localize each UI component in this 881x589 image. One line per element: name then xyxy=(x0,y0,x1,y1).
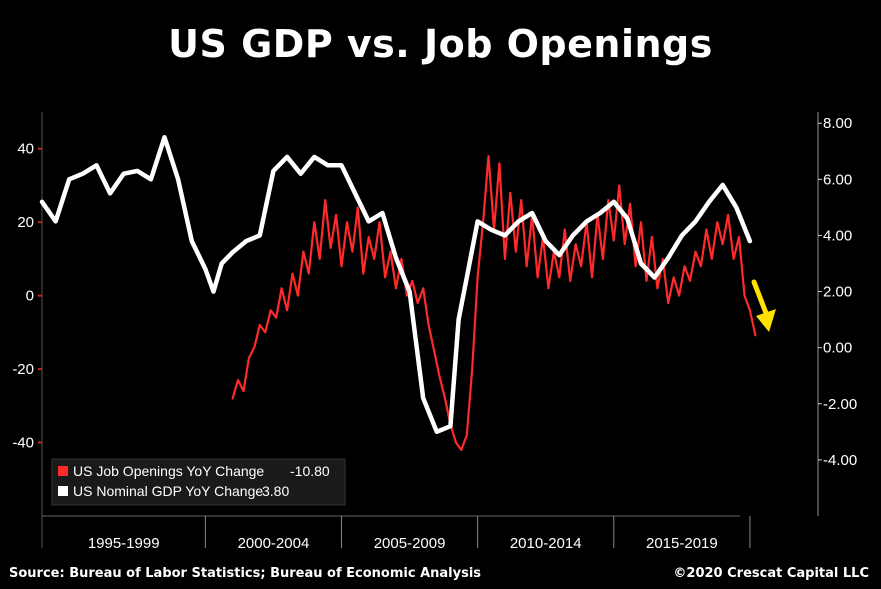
legend-label-job-openings: US Job Openings YoY Change xyxy=(73,463,264,479)
period-label: 2010-2014 xyxy=(510,535,582,552)
gdp-line xyxy=(39,135,753,435)
left-tick-label: 0 xyxy=(26,288,34,305)
period-axis: 1995-1999 2000-2004 2005-2009 2010-2014 2015… xyxy=(88,516,751,552)
period-label: 1995-1999 xyxy=(88,535,160,552)
period-label: 2000-2004 xyxy=(238,535,310,552)
left-axis: 40 20 0 -20 -40 xyxy=(12,141,42,452)
legend-value-gdp: 3.80 xyxy=(262,483,289,499)
legend-box xyxy=(51,458,346,506)
series-layer xyxy=(39,135,757,451)
legend-swatch-gdp xyxy=(58,486,68,496)
right-tick-label: -4.00 xyxy=(823,452,857,469)
arrow-annotation xyxy=(751,279,776,332)
legend-label-gdp: US Nominal GDP YoY Change xyxy=(73,483,263,499)
legend-swatch-job-openings xyxy=(58,466,68,476)
right-tick-label: 6.00 xyxy=(823,171,852,188)
period-label: 2005-2009 xyxy=(374,535,446,552)
arrow-shaft xyxy=(751,279,769,316)
legend: US Job Openings YoY Change -10.80 US Nomin… xyxy=(51,458,346,506)
source-note: Source: Bureau of Labor Statistics; Bure… xyxy=(9,566,482,581)
copyright-note: ©2020 Crescat Capital LLC xyxy=(673,566,869,581)
legend-value-job-openings: -10.80 xyxy=(290,463,330,479)
right-axis: 8.00 6.00 4.00 2.00 0.00 -2.00 -4.00 xyxy=(818,115,857,469)
left-tick-label: -20 xyxy=(12,361,34,378)
right-tick-label: 2.00 xyxy=(823,284,852,301)
right-tick-label: -2.00 xyxy=(823,396,857,413)
right-tick-label: 4.00 xyxy=(823,227,852,244)
arrow-head xyxy=(756,309,776,332)
right-tick-label: 8.00 xyxy=(823,115,852,132)
left-tick-label: -40 xyxy=(12,435,34,452)
left-tick-label: 40 xyxy=(17,141,34,158)
job-openings-line xyxy=(231,155,757,451)
page-title: US GDP vs. Job Openings xyxy=(168,22,713,66)
right-tick-label: 0.00 xyxy=(823,340,852,357)
left-tick-label: 20 xyxy=(17,214,34,231)
period-label: 2015-2019 xyxy=(646,535,718,552)
